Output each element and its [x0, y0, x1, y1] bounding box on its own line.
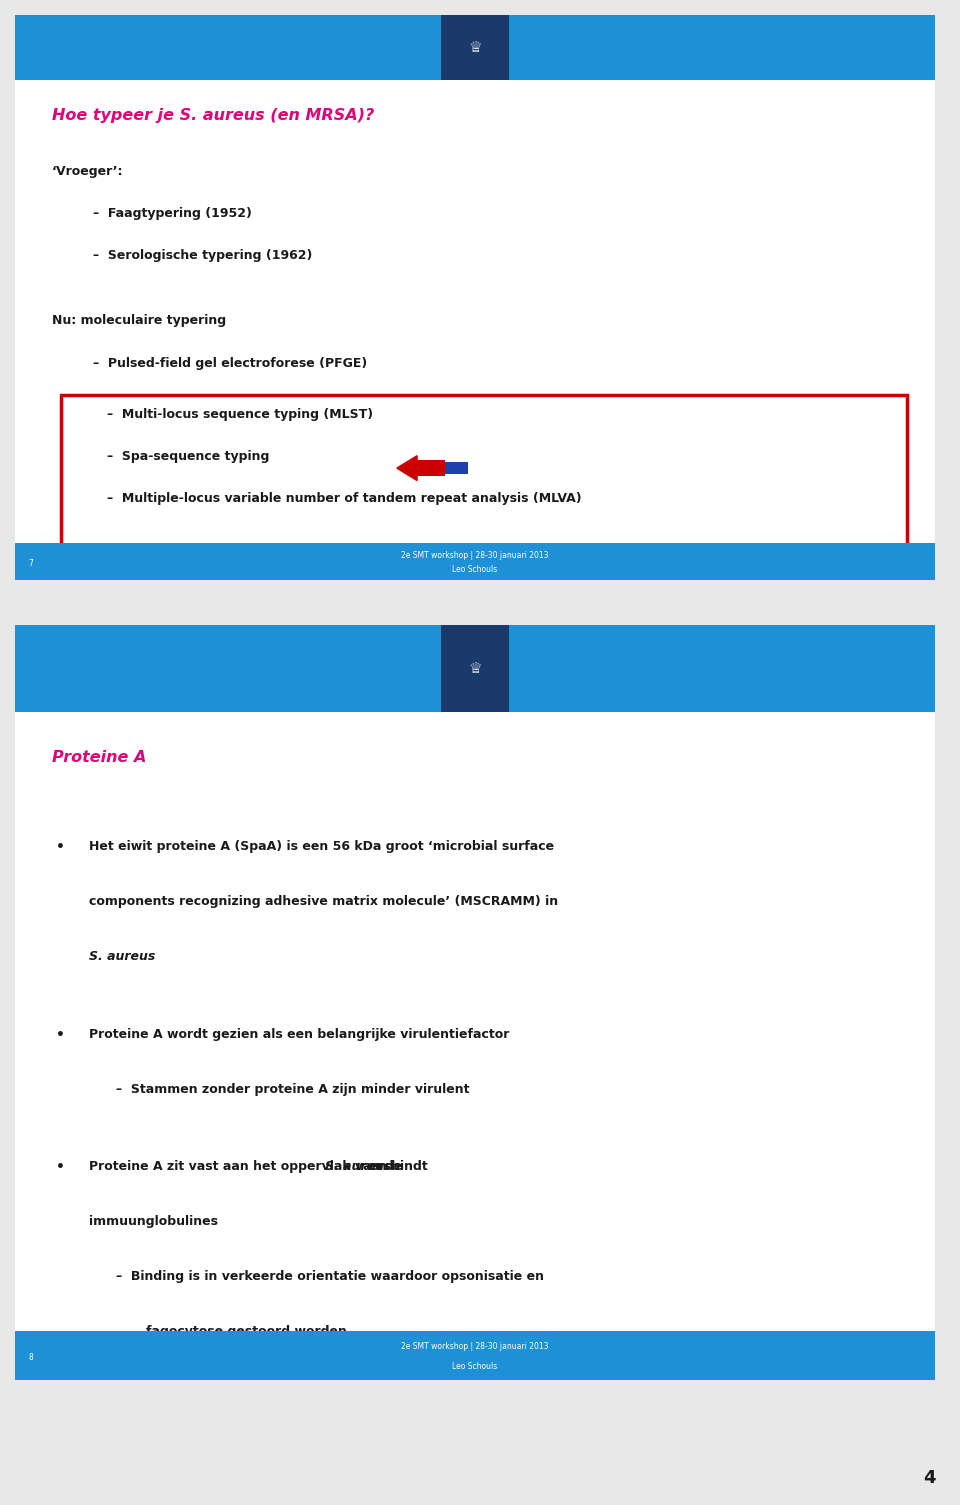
Bar: [441, 15, 510, 80]
Text: S. aureus: S. aureus: [324, 1160, 391, 1172]
Text: ‘Vroeger’:: ‘Vroeger’:: [52, 164, 123, 178]
Bar: [441, 625, 510, 712]
Polygon shape: [396, 456, 417, 480]
Text: –  Binding is in verkeerde orientatie waardoor opsonisatie en: – Binding is in verkeerde orientatie waa…: [116, 1270, 544, 1284]
Text: •: •: [57, 1160, 65, 1174]
Text: Leo Schouls: Leo Schouls: [452, 566, 497, 575]
Text: components recognizing adhesive matrix molecule’ (MSCRAMM) in: components recognizing adhesive matrix m…: [88, 895, 558, 909]
Text: fagocytose gestoord worden: fagocytose gestoord worden: [146, 1326, 347, 1338]
Text: ♕: ♕: [468, 41, 482, 56]
Text: S. aureus: S. aureus: [88, 950, 155, 963]
Text: •: •: [57, 840, 65, 855]
Bar: [15, 543, 935, 579]
Text: ♕: ♕: [468, 661, 482, 676]
Text: Hoe typeer je S. aureus (en MRSA)?: Hoe typeer je S. aureus (en MRSA)?: [52, 108, 374, 123]
Text: immuunglobulines: immuunglobulines: [88, 1215, 218, 1228]
Text: Proteine A zit vast aan het oppervlak van de: Proteine A zit vast aan het oppervlak va…: [88, 1160, 406, 1172]
Bar: [15, 625, 935, 712]
Bar: [444, 462, 468, 474]
Text: Nu: moleculaire typering: Nu: moleculaire typering: [52, 315, 226, 328]
Text: •: •: [57, 1028, 65, 1041]
Bar: [417, 461, 444, 476]
Text: 7: 7: [29, 558, 34, 567]
Bar: [61, 396, 907, 545]
Text: –  Pulsed-field gel electroforese (PFGE): – Pulsed-field gel electroforese (PFGE): [93, 357, 368, 370]
Text: Proteine A: Proteine A: [52, 749, 146, 765]
Text: –  Faagtypering (1952): – Faagtypering (1952): [93, 208, 252, 220]
Text: 2e SMT workshop | 28-30 januari 2013: 2e SMT workshop | 28-30 januari 2013: [401, 551, 549, 560]
Bar: [15, 1330, 935, 1380]
Text: 2e SMT workshop | 28-30 januari 2013: 2e SMT workshop | 28-30 januari 2013: [401, 1342, 549, 1351]
Text: –  Multi-locus sequence typing (MLST): – Multi-locus sequence typing (MLST): [107, 408, 373, 421]
Text: –  Serologische typering (1962): – Serologische typering (1962): [93, 250, 313, 262]
Text: 4: 4: [924, 1469, 936, 1487]
Text: –  Spa-sequence typing: – Spa-sequence typing: [107, 450, 270, 464]
Text: Het eiwit proteine A (SpaA) is een 56 kDa groot ‘microbial surface: Het eiwit proteine A (SpaA) is een 56 kD…: [88, 840, 554, 853]
Text: –  Multiple-locus variable number of tandem repeat analysis (MLVA): – Multiple-locus variable number of tand…: [107, 492, 582, 506]
Text: en bindt: en bindt: [365, 1160, 427, 1172]
Text: Leo Schouls: Leo Schouls: [452, 1362, 497, 1371]
Bar: [15, 15, 935, 80]
Text: –  Stammen zonder proteine A zijn minder virulent: – Stammen zonder proteine A zijn minder …: [116, 1082, 469, 1096]
Text: Proteine A wordt gezien als een belangrijke virulentiefactor: Proteine A wordt gezien als een belangri…: [88, 1028, 509, 1040]
Text: 8: 8: [29, 1353, 34, 1362]
